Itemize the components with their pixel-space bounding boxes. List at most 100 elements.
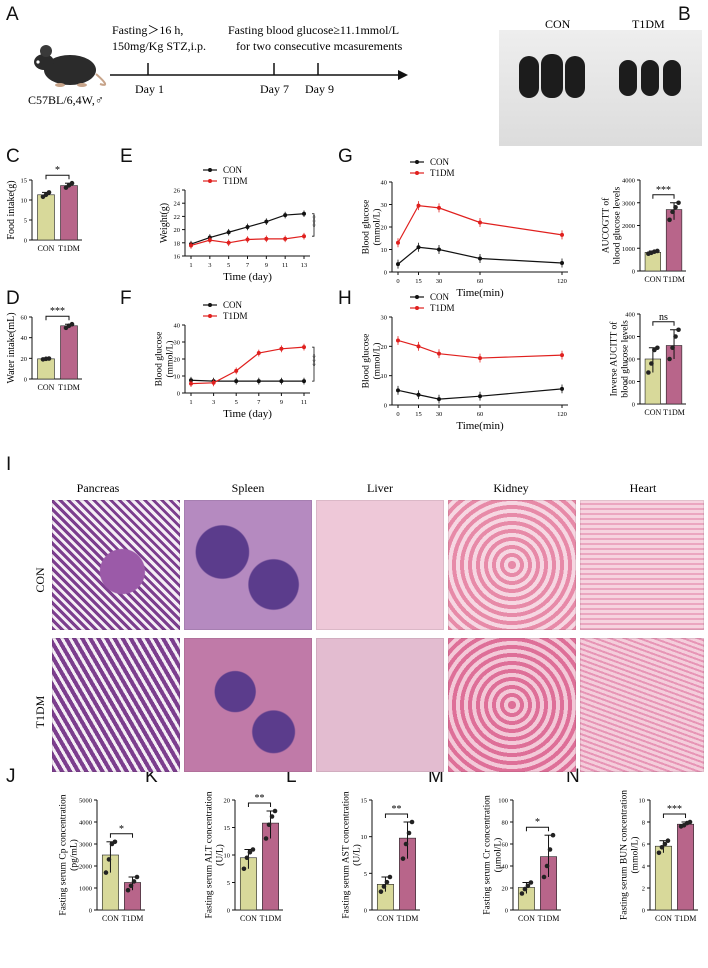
chart-j-x-tick-label: CON — [102, 914, 119, 923]
chart-g-y-tick-label: 20 — [381, 225, 388, 232]
day7-label: Day 7 — [260, 82, 289, 96]
chart-h-right-data-point — [670, 345, 675, 351]
chart-g-y-tick-label: 10 — [381, 247, 388, 254]
chart-g-right-y-tick-label: 0 — [632, 269, 635, 276]
chart-h-right-y-tick-label: 300 — [625, 334, 635, 341]
chart-c-x-tick-label: CON — [38, 244, 55, 253]
chart-k-y-tick-label: 5 — [227, 880, 230, 887]
panel-letter-c: C — [6, 146, 20, 167]
chart-h-right-x-tick-label: T1DM — [663, 408, 685, 417]
chart-h-data-point — [437, 351, 441, 356]
histology-con-liver — [316, 500, 444, 630]
chart-n-y-label: (mmol/L) — [630, 837, 641, 874]
chart-g-data-point — [416, 203, 421, 208]
chart-e-data-point — [283, 236, 288, 241]
chart-g-right-data-point — [655, 248, 660, 254]
chart-g-x-label: Time(min) — [456, 287, 504, 299]
chart-m-data-point — [550, 832, 556, 838]
chart-g-x-tick-label: 30 — [436, 278, 443, 285]
histology-headers: Pancreas Spleen Liver Kidney Heart CON T… — [33, 481, 657, 728]
chart-f-x-tick-label: 1 — [189, 399, 192, 406]
chart-g-right-x-tick-label: T1DM — [663, 275, 685, 284]
chart-h-right-x-tick-label: CON — [644, 408, 661, 417]
chart-n-y-tick-label: 8 — [642, 820, 645, 827]
chart-e-x-tick-label: 5 — [227, 262, 230, 269]
chart-f-data-point — [302, 379, 306, 384]
chart-e-data-point — [302, 211, 306, 216]
chart-c-y-label: Food intake(g) — [6, 180, 17, 239]
chart-m-y-tick-label: 100 — [498, 798, 508, 805]
chart-k-y-tick-label: 10 — [224, 853, 231, 860]
chart-f-legend-label: T1DM — [223, 311, 248, 321]
chart-f-x-tick-label: 9 — [280, 399, 283, 406]
panel-letter-f: F — [120, 288, 132, 309]
glucose-note-line1: Fasting blood glucose≥11.1mmol/L — [228, 23, 399, 37]
chart-f-legend-label: CON — [223, 300, 243, 310]
chart-j-data-point — [128, 883, 134, 889]
chart-m-significance-label: * — [535, 817, 540, 828]
panel-letter-e: E — [120, 146, 133, 167]
chart-k-x-tick-label: T1DM — [260, 914, 282, 923]
chart-e-data-point — [226, 240, 231, 245]
chart-d-y-tick-label: 0 — [24, 377, 27, 384]
chart-f-y-tick-label: 20 — [174, 357, 181, 364]
chart-g-right-significance-label: *** — [656, 185, 671, 196]
chart-j-data-point — [112, 839, 118, 845]
mouse-silhouette — [541, 54, 563, 98]
chart-h-legend-label: CON — [430, 292, 450, 302]
mouse-silhouette — [663, 60, 681, 96]
chart-j-data-point — [131, 879, 137, 884]
chart-h-right-data-point — [646, 370, 651, 375]
chart-g-right-significance-bracket — [652, 194, 675, 199]
chart-h-data-point — [478, 394, 482, 399]
chart-k-y-label: (U/L) — [215, 844, 226, 866]
chart-d-x-tick-label: T1DM — [58, 383, 80, 392]
chart-k-x-tick-label: CON — [240, 914, 257, 923]
chart-h-y-label: (mmol/L) — [372, 343, 383, 380]
chart-j-significance-bracket — [109, 833, 134, 838]
chart-e-y-tick-label: 18 — [174, 240, 181, 247]
chart-m-y-tick-label: 60 — [502, 842, 509, 849]
chart-m-data-point — [541, 874, 547, 880]
chart-e-x-tick-label: 7 — [246, 262, 250, 269]
chart-g-right-y-tick-label: 2000 — [622, 223, 635, 230]
histology-col-liver: Liver — [367, 481, 393, 495]
chart-l-y-tick-label: 15 — [361, 798, 368, 805]
chart-h-legend-label: T1DM — [430, 303, 455, 313]
chart-g-right-data-point — [676, 200, 681, 206]
chart-f-x-tick-label: 5 — [235, 399, 238, 406]
mouse-icon — [34, 45, 107, 87]
chart-d-y-tick-label: 60 — [21, 315, 28, 322]
chart-f-y-label: Blood glucose — [155, 332, 165, 387]
chart-f-y-tick-label: 40 — [174, 323, 181, 330]
chart-e-data-point — [264, 236, 269, 241]
chart-d-data-point — [69, 321, 75, 327]
chart-k-significance-bracket — [247, 802, 272, 807]
chart-n-y-tick-label: 6 — [642, 842, 646, 849]
chart-f-x-label: Time (day) — [223, 408, 272, 420]
chart-l-data-point — [403, 841, 409, 847]
chart-f-x-tick-label: 7 — [257, 399, 261, 406]
chart-n-significance-bracket — [662, 813, 687, 818]
chart-e-y-label: Weight(g) — [159, 203, 170, 243]
chart-h-right-y-tick-label: 100 — [625, 379, 635, 386]
panel-letter-h: H — [338, 288, 352, 309]
chart-m-data-point — [528, 880, 534, 885]
chart-g-y-label: Blood glucose — [362, 200, 372, 255]
chart-l-x-tick-label: CON — [377, 914, 394, 923]
chart-g-data-point — [560, 261, 564, 265]
chart-g-data-point — [560, 232, 564, 237]
chart-g-right-y-tick-label: 4000 — [622, 178, 635, 185]
chart-k-data-point — [244, 855, 250, 861]
chart-m-x-tick-label: T1DM — [538, 914, 560, 923]
histology-t1dm-kidney — [448, 638, 576, 772]
chart-h-right-data-point — [676, 327, 681, 333]
chart-g-data-point — [437, 247, 441, 252]
chart-g-x-tick-label: 15 — [415, 278, 422, 285]
chart-n-data-point — [662, 841, 668, 847]
chart-f-data-point — [256, 351, 261, 356]
chart-h-right-data-point — [673, 334, 678, 339]
chart-k-data-point — [272, 808, 278, 814]
chart-h-data-point — [560, 353, 564, 358]
